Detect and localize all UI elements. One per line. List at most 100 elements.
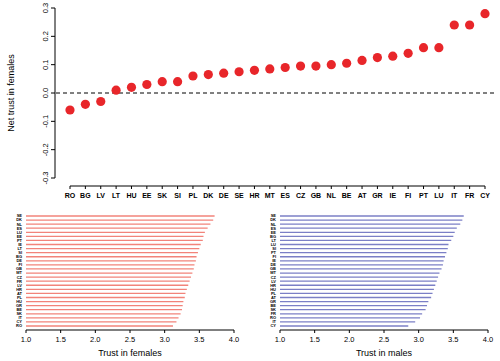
y-tick-label: 0.2 <box>41 31 50 41</box>
x-tick <box>331 186 332 189</box>
x-tick <box>146 186 147 189</box>
y-tick <box>51 64 55 65</box>
x-tick <box>162 186 163 189</box>
point <box>188 71 197 80</box>
bar <box>26 317 179 318</box>
y-tick-label: 0.1 <box>41 59 50 69</box>
x-tick-label: 3.5 <box>448 335 458 344</box>
x-tick <box>485 186 486 189</box>
y-tick <box>51 178 55 179</box>
plot-area <box>56 9 495 115</box>
y-tick <box>51 93 55 94</box>
bar <box>280 232 455 233</box>
x-tick <box>349 330 350 333</box>
point <box>204 70 213 79</box>
point <box>158 77 167 86</box>
bar <box>26 305 183 306</box>
x-tick-label: FI <box>405 192 411 199</box>
point <box>112 86 121 95</box>
y-tick-label: RO <box>16 323 22 328</box>
bar <box>280 325 408 326</box>
x-axis-line <box>70 186 485 187</box>
x-tick-label: HR <box>249 192 259 199</box>
bar <box>280 264 443 265</box>
bar <box>280 240 451 241</box>
x-tick-label: 2.0 <box>344 335 354 344</box>
bar <box>280 256 445 257</box>
bar <box>280 317 420 318</box>
x-tick-label: 4.0 <box>229 335 239 344</box>
point <box>419 43 428 52</box>
plot-area <box>26 216 215 326</box>
y-tick-label: 0.3 <box>41 3 50 13</box>
x-tick <box>315 186 316 189</box>
bar <box>26 219 213 220</box>
y-tick <box>51 8 55 9</box>
bar <box>280 244 448 245</box>
x-tick <box>85 186 86 189</box>
x-tick-label: 1.5 <box>309 335 319 344</box>
x-tick <box>453 330 454 333</box>
y-tick <box>51 36 55 37</box>
x-tick <box>130 330 131 333</box>
point <box>450 20 459 29</box>
bar <box>26 264 194 265</box>
x-tick-label: BG <box>80 192 91 199</box>
point <box>342 59 351 68</box>
x-tick <box>285 186 286 189</box>
point <box>234 67 243 76</box>
x-tick <box>362 186 363 189</box>
x-tick-label: PL <box>188 192 198 199</box>
bar <box>26 228 208 229</box>
x-tick <box>60 330 61 333</box>
point <box>219 69 228 78</box>
bar <box>26 289 187 290</box>
x-tick-label: BE <box>342 192 352 199</box>
x-tick <box>377 186 378 189</box>
x-tick-label: CY <box>480 192 490 199</box>
x-tick-label: HU <box>126 192 136 199</box>
bar <box>26 325 173 326</box>
x-tick-label: LV <box>97 192 106 199</box>
bar <box>26 256 197 257</box>
bar <box>280 268 442 269</box>
x-tick-label: DK <box>203 192 213 199</box>
point <box>404 49 413 58</box>
x-tick <box>234 330 235 333</box>
x-tick <box>116 186 117 189</box>
figure: -0.3-0.2-0.10.00.10.20.3Net trust in fem… <box>0 0 500 361</box>
bar-panel: 1.01.52.02.53.03.54.0Trust in femalesSED… <box>16 213 239 358</box>
bar <box>280 252 446 253</box>
x-tick <box>454 186 455 189</box>
point <box>296 61 305 70</box>
bar <box>26 244 201 245</box>
bar <box>26 272 192 273</box>
bar <box>280 276 438 277</box>
x-tick <box>164 330 165 333</box>
bar <box>26 297 185 298</box>
bar <box>26 321 176 322</box>
bar <box>26 268 194 269</box>
x-tick-label: GR <box>372 192 383 199</box>
y-tick-label: 0.0 <box>41 88 50 98</box>
bar <box>26 309 182 310</box>
x-axis-title: Trust in females <box>98 348 162 358</box>
x-tick <box>239 186 240 189</box>
x-tick <box>300 186 301 189</box>
bar <box>26 313 181 314</box>
x-tick-label: CZ <box>296 192 306 199</box>
plot-area <box>280 216 464 326</box>
x-tick-label: LU <box>434 192 443 199</box>
x-tick <box>177 186 178 189</box>
point <box>173 77 182 86</box>
bar <box>280 309 426 310</box>
bar <box>280 285 435 286</box>
bar <box>280 301 428 302</box>
bar <box>26 285 188 286</box>
x-tick <box>423 186 424 189</box>
bar <box>26 260 196 261</box>
point <box>388 52 397 61</box>
x-tick-label: NL <box>327 192 337 199</box>
bar <box>280 297 431 298</box>
bar <box>280 223 460 224</box>
